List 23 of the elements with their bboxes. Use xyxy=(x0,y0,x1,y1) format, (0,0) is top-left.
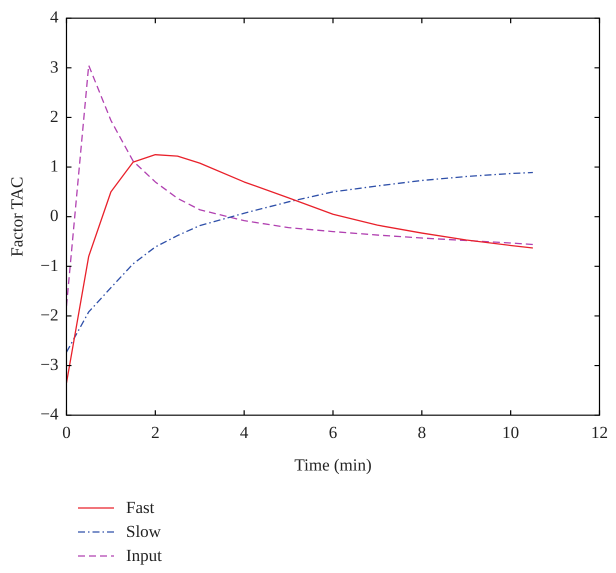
line-series xyxy=(66,172,534,353)
x-tick-label: 10 xyxy=(502,422,520,442)
x-tick-label: 0 xyxy=(62,422,71,442)
y-tick-label: 1 xyxy=(50,156,58,176)
x-tick-label: 8 xyxy=(418,422,426,442)
x-tick-label: 4 xyxy=(240,422,249,442)
y-tick-label: 3 xyxy=(50,57,58,76)
y-tick-label: 0 xyxy=(50,206,58,226)
x-tick-label: 6 xyxy=(328,422,338,442)
legend-label: Fast xyxy=(126,498,154,518)
y-tick-label: −1 xyxy=(40,256,58,275)
y-tick-label: 2 xyxy=(50,106,58,126)
y-tick-label: −2 xyxy=(40,305,58,324)
y-tick-label: 4 xyxy=(50,8,59,27)
x-tick-label: 2 xyxy=(151,422,160,442)
y-axis-title: Factor TAC xyxy=(8,176,27,257)
y-tick-label: −3 xyxy=(40,355,58,374)
line-series xyxy=(66,64,534,307)
y-tick-label: −4 xyxy=(40,404,59,424)
x-axis-title: Time (min) xyxy=(294,455,372,474)
legend-label: Slow xyxy=(126,522,161,542)
x-tick-label: 12 xyxy=(591,422,608,442)
legend-label: Input xyxy=(126,546,162,566)
